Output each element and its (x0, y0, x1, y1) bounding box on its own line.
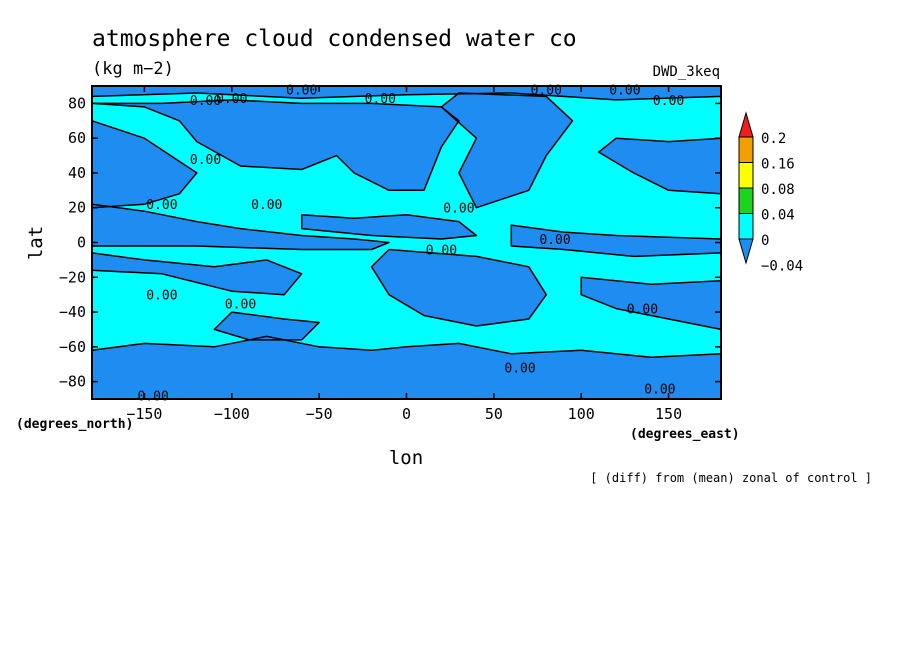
colorbar-label: 0.08 (761, 182, 795, 198)
contour-label: 0.00 (190, 94, 221, 109)
contour-label: 0.00 (426, 243, 457, 258)
negative-region (581, 277, 721, 330)
negative-region (214, 312, 320, 340)
negative-region (92, 99, 459, 191)
negative-region (92, 204, 389, 250)
contour-label: 0.00 (190, 153, 221, 168)
negative-region (371, 249, 547, 326)
chart-title: atmosphere cloud condensed water co (92, 26, 577, 52)
y-tick-label: 20 (68, 199, 86, 217)
contour-label: 0.00 (146, 289, 177, 304)
x-tick-label: −50 (306, 405, 333, 423)
colorbar-bottom-triangle (738, 238, 754, 265)
y-tick-label: −60 (59, 338, 86, 356)
negative-region (301, 214, 477, 239)
chart-units: (kg m−2) (92, 59, 174, 79)
contour-label: 0.00 (443, 202, 474, 217)
colorbar-label: 0.2 (761, 131, 786, 147)
y-tick-label: 0 (77, 234, 86, 252)
zero-contour (580, 276, 722, 331)
y-tick-label: 80 (68, 94, 86, 112)
negative-region (511, 225, 721, 257)
colorbar-label: −0.04 (761, 259, 803, 275)
zero-contour (91, 203, 390, 251)
x-tick-label: 0 (402, 405, 411, 423)
plot-area: 0.000.000.00 0.000.00 0.000.000.000.00 0.00… (91, 83, 722, 405)
y-axis-label: lat (25, 226, 47, 260)
contour-label: 0.00 (609, 83, 640, 98)
zero-contour (213, 311, 320, 341)
contour-label: 0.00 (627, 303, 658, 318)
zero-contour (597, 137, 722, 195)
contour-label: 0.00 (539, 233, 570, 248)
zero-contour (300, 213, 478, 240)
contour-label: 0.00 (146, 198, 177, 213)
zero-contour (440, 92, 574, 209)
x-tick-label: −100 (214, 405, 250, 423)
zero-contour (91, 252, 303, 296)
contour-label: 0.00 (365, 92, 396, 107)
negative-region (92, 252, 302, 295)
y-axis: −80 −60 −40 −20 0 20 40 60 80 (59, 94, 721, 391)
contour-label: 0.00 (531, 83, 562, 98)
contour-label: 0.00 (504, 362, 535, 377)
x-axis-label: lon (389, 447, 423, 469)
x-axis: −150 −100 −50 0 50 100 150 (126, 86, 682, 423)
colorbar-segment (738, 213, 754, 240)
colorbar-label: 0.16 (761, 157, 795, 173)
x-tick-label: 150 (655, 405, 682, 423)
x-unit-label: (degrees_east) (630, 427, 740, 442)
y-tick-label: 40 (68, 164, 86, 182)
colorbar-segment (738, 187, 754, 214)
contour-label: 0.00 (137, 390, 168, 405)
contour-label: 0.00 (644, 383, 675, 398)
colorbar: 0.2 0.16 0.08 0.04 0 −0.04 (738, 111, 803, 275)
contour-label: 0.00 (251, 198, 282, 213)
model-label: DWD_3keq (653, 64, 720, 80)
contour-label: 0.00 (216, 92, 247, 107)
contour-label: 0.00 (653, 94, 684, 109)
x-tick-label: 100 (568, 405, 595, 423)
y-tick-label: 60 (68, 129, 86, 147)
negative-region (92, 120, 197, 208)
zero-contour (91, 99, 460, 192)
colorbar-segment (738, 162, 754, 189)
contour-label: 0.00 (286, 83, 317, 98)
y-tick-label: −80 (59, 373, 86, 391)
x-tick-label: 50 (485, 405, 503, 423)
negative-region (598, 138, 721, 194)
negative-region (441, 93, 573, 208)
colorbar-top-triangle (738, 111, 754, 138)
colorbar-segment (738, 136, 754, 163)
colorbar-label: 0.04 (761, 208, 795, 224)
y-unit-label: (degrees_north) (16, 417, 133, 432)
colorbar-label: 0 (761, 233, 769, 249)
footnote: [ (diff) from (mean) zonal of control ] (590, 471, 872, 485)
y-tick-label: −20 (59, 268, 86, 286)
zero-contour (370, 248, 548, 327)
negative-anomaly-regions (92, 86, 721, 399)
y-tick-label: −40 (59, 303, 86, 321)
zero-contour-lines (91, 85, 722, 400)
contour-label: 0.00 (225, 297, 256, 312)
x-tick-label: −150 (126, 405, 162, 423)
negative-region (92, 336, 721, 399)
contour-labels: 0.000.000.00 0.000.00 0.000.000.000.00 0.00… (137, 83, 684, 404)
